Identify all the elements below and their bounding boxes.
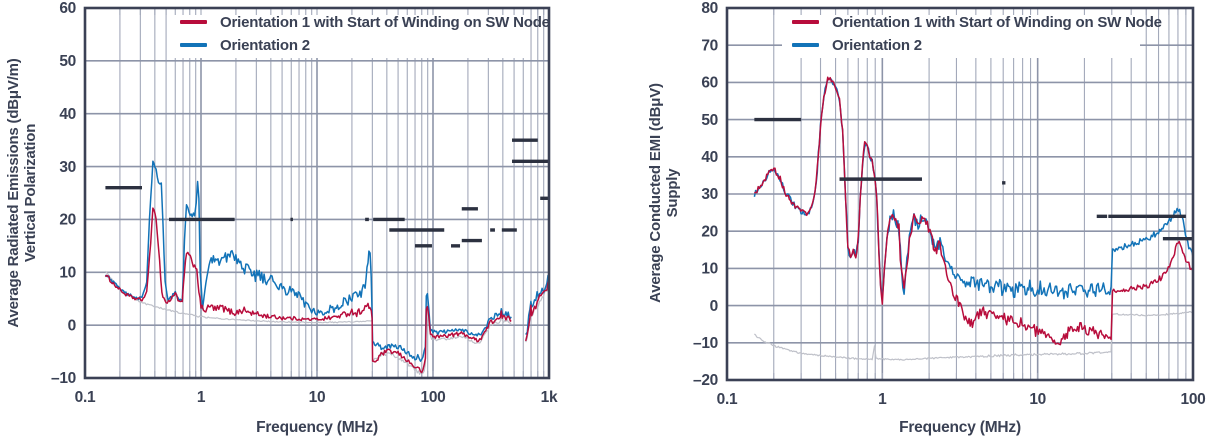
x-tick-labels: 0.1 1 10 100 [717,391,1206,408]
y-tick-label: 60 [701,75,718,92]
left-y-axis-title: Average Radiated Emissions (dBμV/m) Vert… [5,58,39,327]
left-x-axis-title: Frequency (MHz) [256,419,378,436]
y-tick-label: 50 [59,53,76,70]
y-tick-label: 40 [59,106,76,123]
orientation-1-label: Orientation 1 with Start of Winding on S… [832,13,1162,31]
y-tick-label: 0 [710,298,718,315]
left-y-axis-title-line2: Vertical Polarization [22,123,39,263]
series-orientation-1-with-start-of-winding-on-sw-node-segment-0 [104,207,512,374]
x-tick-labels: 0.1 1 10 100 1k [75,389,559,406]
legend-item-orientation-2: Orientation 2 [792,34,1162,56]
x-gridlines [84,8,545,378]
emission-limit-lines [754,117,1193,241]
orientation-1-line-swatch [792,20,819,24]
x-tick-label: 10 [309,389,326,406]
orientation-2-label: Orientation 2 [832,36,922,54]
legend-background [782,9,1140,58]
plot-border [725,6,1195,382]
orientation-1-line-swatch [180,20,207,24]
y-tick-label: –10 [693,335,718,352]
y-tick-label: 50 [701,112,718,129]
left-y-axis-title-line1: Average Radiated Emissions (dBμV/m) [5,58,22,328]
legend-item-orientation-1: Orientation 1 with Start of Winding on S… [180,11,550,33]
y-tick-label: 10 [59,264,76,281]
right-x-axis-title: Frequency (MHz) [899,419,1021,436]
y-tick-label: 40 [701,149,718,166]
x-tick-label: 1k [541,389,558,406]
series-orientation-2-segment-0 [753,77,1194,300]
y-tick-label: 80 [701,0,718,17]
right-y-axis-title: Average Conducted EMI (dBμV) Supply [647,83,681,303]
x-tick-label: 10 [1029,391,1046,408]
legend-item-orientation-1: Orientation 1 with Start of Winding on S… [792,11,1162,33]
x-tick-label: 1 [878,391,887,408]
y-tick-label: –10 [51,370,76,387]
orientation-2-line-swatch [792,43,819,47]
x-tick-label: 0.1 [717,391,738,408]
x-tick-label: 1 [197,389,206,406]
y-tick-label: 30 [59,159,76,176]
y-tick-label: –20 [693,372,718,389]
emission-limit-lines [105,138,549,248]
y-tick-label: 0 [68,317,76,334]
orientation-2-line-swatch [180,43,207,47]
y-tick-label: 20 [59,212,76,229]
series-noise-floor-segment-0 [104,270,512,375]
y-gridlines [727,7,1193,381]
x-tick-label: 100 [421,389,446,406]
right-y-axis-title-line1: Average Conducted EMI (dBμV) [647,83,664,303]
y-tick-labels: 60 50 40 30 20 10 0 –10 [51,0,76,387]
y-tick-label: 30 [701,186,718,203]
left-chart-legend: Orientation 1 with Start of Winding on S… [180,11,550,56]
legend-background [170,9,528,58]
y-tick-label: 70 [701,37,718,54]
y-tick-label: 60 [59,0,76,17]
right-chart-legend: Orientation 1 with Start of Winding on S… [792,11,1162,56]
series-orientation-1-with-start-of-winding-on-sw-node-segment-1 [524,279,550,342]
y-tick-label: 10 [701,261,718,278]
series-noise-floor-segment-0 [753,311,1194,361]
series-orientation-1-with-start-of-winding-on-sw-node-segment-0 [753,76,1194,346]
right-y-axis-title-line2: Supply [664,168,681,218]
orientation-2-label: Orientation 2 [220,36,310,54]
orientation-1-label: Orientation 1 with Start of Winding on S… [220,13,550,31]
y-tick-labels: 80 70 60 50 40 30 20 10 0 –10 –20 [693,0,718,389]
y-tick-label: 20 [701,223,718,240]
legend-item-orientation-2: Orientation 2 [180,34,550,56]
x-tick-label: 0.1 [75,389,96,406]
plot-border [83,6,551,380]
x-tick-label: 100 [1181,391,1206,408]
